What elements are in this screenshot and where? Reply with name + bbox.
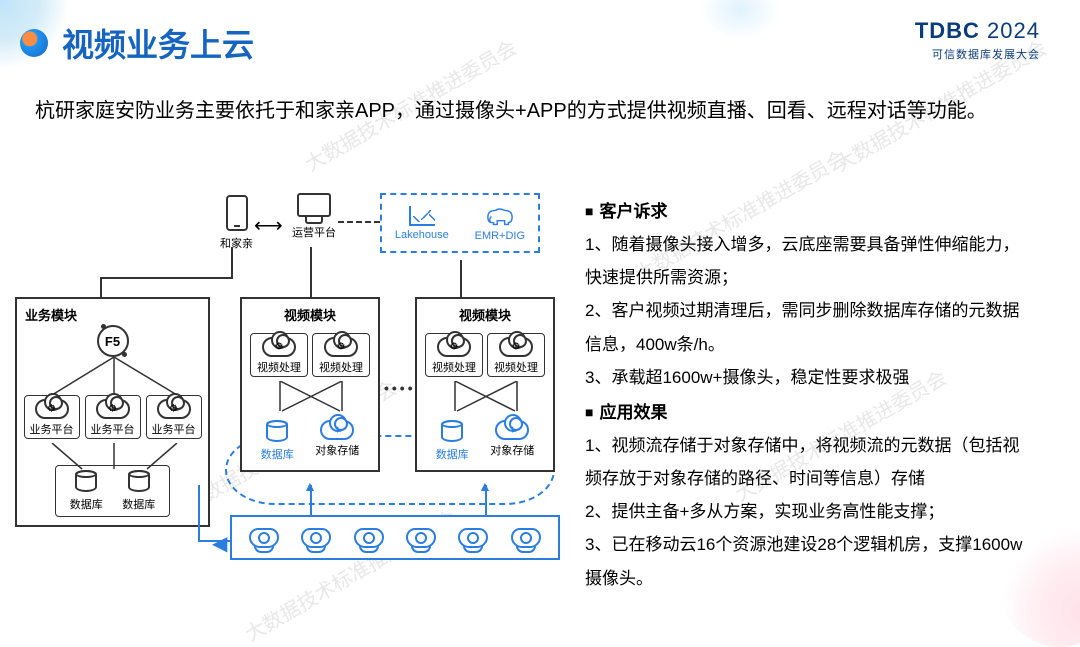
connector	[198, 540, 230, 542]
db-node: 数据库	[70, 470, 103, 512]
page-title: 视频业务上云	[62, 20, 254, 66]
db-node: 数据库	[261, 420, 294, 462]
platform-node: ⚙ 业务平台	[146, 395, 202, 439]
business-module-box: 业务模块 F5 ⚙ 业务平台 ⚙ 业务平台	[15, 297, 210, 527]
arrow-left-icon: ◀	[212, 531, 227, 556]
proc-node: ⚙ 视频处理	[425, 333, 483, 377]
tree-lines	[417, 381, 553, 413]
logo: TDBC 2024	[915, 18, 1040, 44]
connector	[198, 485, 200, 542]
camera-icon	[458, 528, 488, 548]
heading-customer: 客户诉求	[585, 195, 1035, 228]
connector	[100, 277, 233, 279]
cloud-icon: ⚙	[324, 337, 358, 357]
cloud-up-icon: ↑	[320, 420, 354, 440]
proc-row: ⚙ 视频处理 ⚙ 视频处理	[423, 333, 547, 377]
phone-icon	[226, 195, 248, 231]
video-module-box: 视频模块 ⚙ 视频处理 ⚙ 视频处理 数据库	[240, 297, 380, 472]
connector	[460, 260, 462, 297]
intro-text: 杭研家庭安防业务主要依托于和家亲APP，通过摄像头+APP的方式提供视频直播、回…	[35, 95, 1040, 127]
camera-row	[230, 515, 560, 560]
db-icon	[75, 470, 97, 494]
para: 3、承载超1600w+摄像头，稳定性要求极强	[585, 361, 1035, 394]
proc-node: ⚙ 视频处理	[487, 333, 545, 377]
phone-node: 和家亲	[220, 195, 253, 251]
storage-row: 数据库 ↑ 对象存储	[425, 420, 545, 462]
video-title: 视频模块	[459, 305, 511, 324]
arrow-up-icon: ▲	[478, 478, 492, 494]
connector	[231, 247, 233, 277]
architecture-diagram: 和家亲 ⟷ 运营平台 Lakehouse EMR+DIG	[0, 185, 570, 607]
title-bullet-icon	[20, 29, 48, 57]
proc-node: ⚙ 视频处理	[312, 333, 370, 377]
monitor-label: 运营平台	[292, 224, 336, 240]
db-node: 数据库	[436, 420, 469, 462]
camera-icon	[511, 528, 541, 548]
obj-node: ↑ 对象存储	[490, 420, 534, 462]
db-row: 数据库 数据库	[55, 465, 170, 517]
proc-row: ⚙ 视频处理 ⚙ 视频处理	[248, 333, 372, 377]
cloud-icon: ⚙	[499, 337, 533, 357]
platform-node: ⚙ 业务平台	[85, 395, 141, 439]
para: 2、提供主备+多从方案，实现业务高性能支撑；	[585, 495, 1035, 528]
f5-node: F5	[97, 325, 129, 357]
emr-label: EMR+DIG	[475, 230, 525, 242]
logo-brand: TDBC	[915, 18, 980, 43]
arrow-up-icon: ▲	[303, 478, 317, 494]
db-node: 数据库	[122, 470, 155, 512]
cloud-icon: ⚙	[262, 337, 296, 357]
emr-node: EMR+DIG	[475, 205, 525, 242]
arrow-bidir: ⟷	[254, 213, 283, 238]
para: 1、视频流存储于对象存储中，将视频流的元数据（包括视频存放于对象存储的路径、时间…	[585, 429, 1035, 495]
db-icon	[266, 420, 288, 444]
logo-subtitle: 可信数据库发展大会	[915, 46, 1040, 62]
phone-label: 和家亲	[220, 235, 253, 251]
video-module-box: 视频模块 ⚙ 视频处理 ⚙ 视频处理 数据库	[415, 297, 555, 472]
cloud-icon: ⚙	[96, 399, 130, 419]
lakehouse-node: Lakehouse	[395, 206, 449, 241]
db-icon	[128, 470, 150, 494]
monitor-icon	[297, 193, 331, 217]
bg-blob-tr	[700, 0, 780, 40]
logo-year: 2024	[987, 18, 1040, 43]
connector	[100, 277, 102, 297]
video-title: 视频模块	[284, 305, 336, 324]
proc-node: ⚙ 视频处理	[250, 333, 308, 377]
tree-lines	[17, 357, 208, 397]
analytics-box: Lakehouse EMR+DIG	[380, 193, 540, 253]
connector	[338, 221, 380, 223]
obj-node: ↑ 对象存储	[315, 420, 359, 462]
cloud-icon: ⚙	[437, 337, 471, 357]
text-column: 客户诉求 1、随着摄像头接入增多，云底座需要具备弹性伸缩能力，快速提供所需资源；…	[570, 185, 1080, 607]
para: 3、已在移动云16个资源池建设28个逻辑机房，支撑1600w摄像头。	[585, 528, 1035, 594]
chart-icon	[409, 206, 435, 226]
db-icon	[441, 420, 463, 444]
heading-effect: 应用效果	[585, 396, 1035, 429]
tree-lines	[242, 381, 378, 413]
elephant-icon	[486, 205, 514, 227]
platform-row: ⚙ 业务平台 ⚙ 业务平台 ⚙ 业务平台	[21, 395, 204, 439]
cloud-icon: ⚙	[35, 399, 69, 419]
para: 2、客户视频过期清理后，需同步删除数据库存储的元数据信息，400w条/h。	[585, 294, 1035, 360]
lakehouse-label: Lakehouse	[395, 229, 449, 241]
camera-icon	[406, 528, 436, 548]
camera-icon	[354, 528, 384, 548]
f5-icon: F5	[97, 325, 129, 357]
connector	[310, 247, 312, 297]
cloud-up-icon: ↑	[495, 420, 529, 440]
platform-node: ⚙ 业务平台	[24, 395, 80, 439]
biz-title: 业务模块	[25, 305, 77, 324]
camera-icon	[249, 528, 279, 548]
storage-row: 数据库 ↑ 对象存储	[250, 420, 370, 462]
monitor-node: 运营平台	[292, 193, 336, 240]
para: 1、随着摄像头接入增多，云底座需要具备弹性伸缩能力，快速提供所需资源；	[585, 228, 1035, 294]
camera-icon	[301, 528, 331, 548]
cloud-icon: ⚙	[157, 399, 191, 419]
